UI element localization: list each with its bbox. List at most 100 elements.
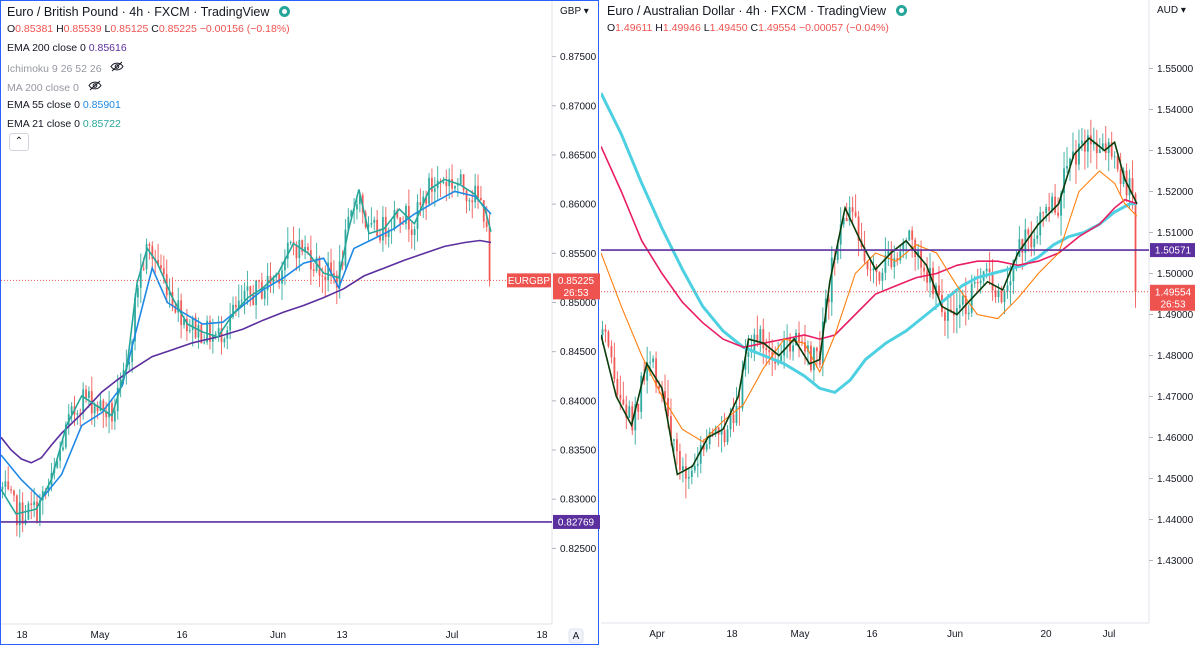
candle-body — [807, 345, 809, 352]
indicator-ma200[interactable]: MA 200 close 0 — [7, 80, 102, 94]
candle-body — [376, 219, 379, 236]
candle-body — [1104, 143, 1107, 154]
candle-body — [10, 489, 13, 491]
candle-body — [979, 280, 982, 284]
chart-pane-euraud[interactable]: AUD ▾ 1.55000 1.54000 1.53000 1.52000 1.51000… — [601, 0, 1195, 645]
chart-pane-eurgbp[interactable]: GBP ▾ 0.87500 0.87000 0.86500 0.86000 0.85500… — [0, 0, 600, 646]
candle-body — [821, 321, 824, 365]
candle-body — [675, 439, 678, 452]
level-price-label: 1.50571 — [1155, 246, 1192, 257]
candle-body — [702, 445, 705, 450]
indicator-ichimoku[interactable]: Ichimoku 9 26 52 26 — [7, 61, 125, 75]
candle-body — [869, 269, 872, 271]
candle-body — [304, 246, 307, 252]
time-tick-label: 16 — [866, 629, 878, 640]
indicator-value: 0.85901 — [82, 99, 121, 111]
candle-body — [258, 280, 260, 282]
ema-line — [601, 137, 1138, 476]
candle-body — [801, 341, 803, 343]
candle-body — [1131, 178, 1134, 194]
chevron-up-icon[interactable]: ⌃ — [9, 133, 29, 151]
candle-body — [836, 244, 839, 260]
price-tick-label: 0.83500 — [560, 446, 597, 457]
candle-body — [955, 308, 958, 316]
candle-body — [893, 258, 896, 268]
candle-body — [634, 403, 637, 431]
candle-body — [646, 362, 649, 381]
candle-body — [601, 329, 604, 335]
candle-body — [875, 268, 878, 273]
candle-body — [815, 347, 818, 352]
candle-body — [896, 258, 899, 261]
candle-body — [604, 329, 607, 332]
candle-body — [249, 286, 252, 295]
time-tick-label: 13 — [336, 630, 348, 641]
candle-body — [30, 503, 33, 505]
countdown-label: 26:53 — [563, 288, 588, 299]
candle-body — [673, 439, 675, 441]
price-tick-label: 1.54000 — [1157, 105, 1194, 116]
candle-body — [681, 466, 684, 471]
candle-body — [174, 305, 177, 313]
euraud-chart-canvas[interactable]: AUD ▾ 1.55000 1.54000 1.53000 1.52000 1.51000… — [601, 0, 1195, 645]
level-price-label: 0.82769 — [558, 517, 595, 528]
candle-body — [1110, 142, 1113, 157]
candle-body — [131, 341, 134, 362]
time-tick-label: Jun — [947, 629, 963, 640]
candle-body — [209, 320, 211, 342]
time-tick-label: 18 — [16, 630, 28, 641]
candle-body — [1057, 212, 1060, 216]
candle-body — [367, 224, 370, 228]
candle-body — [33, 501, 36, 505]
candle-body — [445, 182, 448, 187]
candle-body — [217, 328, 220, 334]
change-value: −0.00057 (−0.04%) — [798, 22, 889, 34]
candle-body — [96, 405, 99, 412]
candle-body — [973, 282, 976, 284]
candle-body — [756, 334, 759, 343]
candle-body — [753, 334, 756, 352]
high-label: H — [56, 23, 64, 35]
exchange-label: FXCM — [770, 4, 807, 18]
market-open-icon — [278, 6, 290, 17]
candle-body — [295, 244, 298, 259]
price-tick-label: 1.48000 — [1157, 351, 1194, 362]
candle-body — [976, 282, 979, 284]
price-tick-label: 0.82500 — [560, 544, 597, 555]
candle-body — [145, 244, 148, 270]
eurgbp-chart-canvas[interactable]: GBP ▾ 0.87500 0.87000 0.86500 0.86000 0.85500… — [1, 1, 600, 646]
eye-hidden-icon[interactable] — [88, 80, 102, 94]
candle-body — [902, 242, 905, 252]
candle-body — [723, 430, 726, 443]
candle-body — [854, 211, 857, 217]
candle-body — [783, 338, 786, 356]
indicator-ema21[interactable]: EMA 21 close 0 0.85722 — [7, 118, 121, 130]
ema-line — [601, 146, 1138, 349]
symbol-name: Euro / British Pound — [7, 5, 119, 19]
candle-body — [851, 207, 854, 212]
candle-body — [413, 229, 416, 235]
candle-body — [857, 216, 860, 241]
candle-body — [1069, 158, 1071, 167]
indicator-ema200[interactable]: EMA 200 close 0 0.85616 — [7, 42, 127, 54]
eye-hidden-icon[interactable] — [110, 61, 125, 75]
candle-body — [229, 317, 232, 331]
candle-body — [684, 466, 687, 479]
candle-body — [1086, 135, 1089, 152]
price-tick-label: 1.49000 — [1157, 310, 1194, 321]
indicator-ema55[interactable]: EMA 55 close 0 0.85901 — [7, 99, 121, 111]
price-tick-label: 1.55000 — [1157, 64, 1194, 75]
price-tick-label: 1.46000 — [1157, 433, 1194, 444]
candle-body — [36, 501, 38, 522]
candle-body — [341, 261, 344, 266]
candle-body — [7, 481, 10, 490]
candle-body — [419, 202, 422, 205]
candle-body — [396, 210, 399, 218]
candle-body — [726, 429, 729, 443]
candle-body — [804, 342, 806, 352]
symbol-name: Euro / Australian Dollar — [607, 4, 735, 18]
candle-body — [59, 450, 62, 461]
candle-body — [301, 240, 304, 252]
change-value: −0.00156 (−0.18%) — [199, 23, 290, 35]
candle-body — [616, 379, 619, 395]
